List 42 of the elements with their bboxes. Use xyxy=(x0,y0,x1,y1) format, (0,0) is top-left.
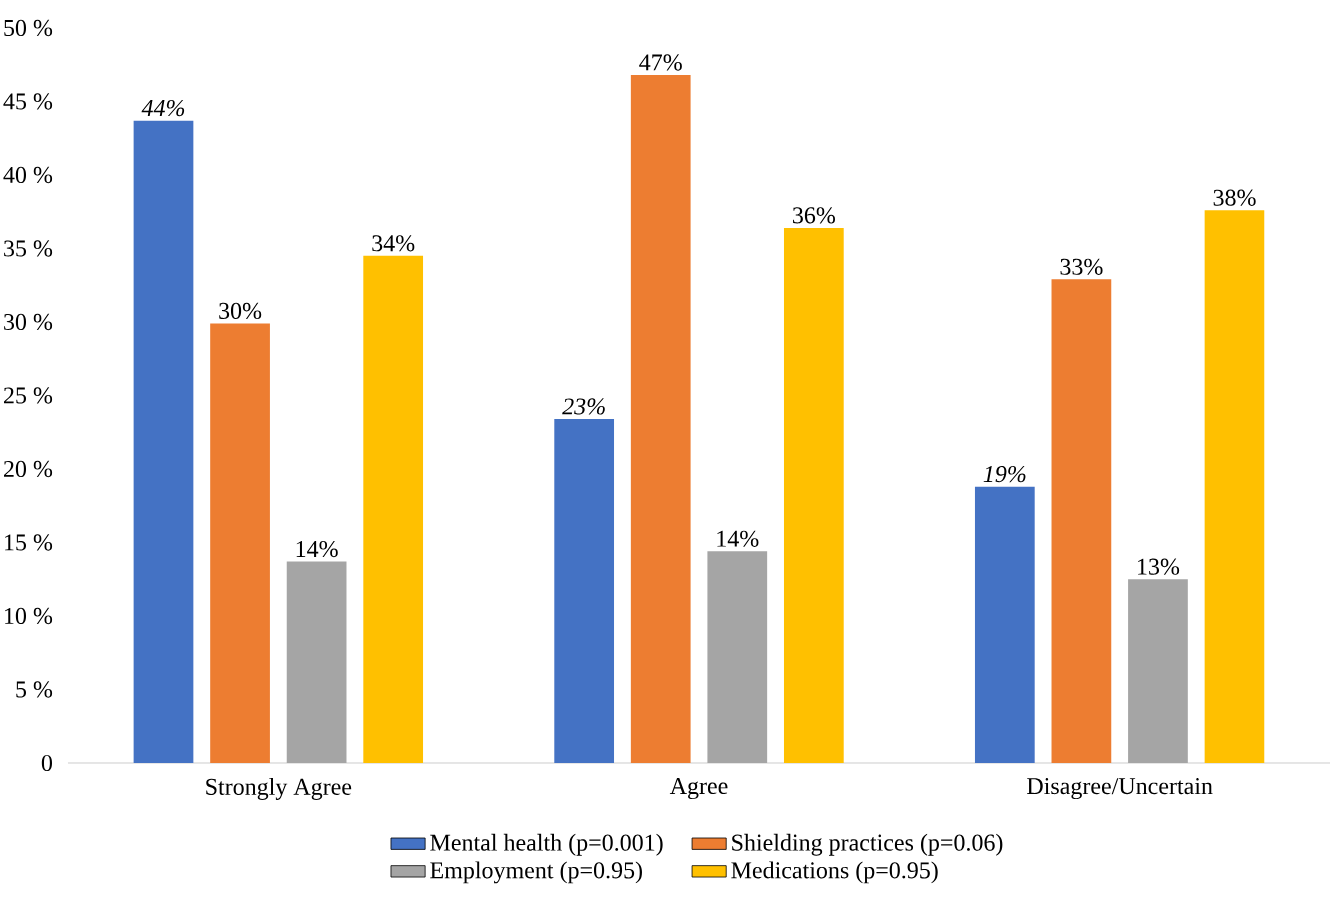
bar xyxy=(210,323,270,763)
data-label: 23% xyxy=(562,398,605,415)
y-tick-label: 30 % xyxy=(4,313,53,331)
legend-label: Mental health (p=0.001) xyxy=(430,833,663,856)
y-tick-label: 40 % xyxy=(3,166,53,184)
bar xyxy=(554,419,615,763)
y-tick-label: 35 % xyxy=(4,240,53,257)
data-label: 36% xyxy=(793,207,836,224)
bar xyxy=(1128,579,1188,763)
data-label: 13% xyxy=(1138,558,1180,575)
data-label: 44% xyxy=(141,99,185,117)
data-label: 33% xyxy=(1060,258,1103,275)
data-label: 19% xyxy=(983,465,1026,483)
y-tick-label: 45 % xyxy=(3,93,53,110)
legend-label: Employment (p=0.95) xyxy=(430,861,642,884)
x-tick-label: Disagree/Uncertain xyxy=(1027,778,1213,800)
y-tick-label: 15 % xyxy=(5,534,53,551)
legend-label: Shielding practices (p=0.06) xyxy=(732,833,1003,856)
data-label: 30% xyxy=(219,302,262,320)
bar xyxy=(286,561,347,763)
bar xyxy=(133,120,194,763)
y-tick-label: 5 % xyxy=(16,681,53,698)
bar xyxy=(1204,210,1265,763)
data-label: 14% xyxy=(296,540,338,558)
data-label: 38% xyxy=(1213,189,1256,206)
bar xyxy=(363,255,424,763)
data-label: 14% xyxy=(717,530,759,547)
y-tick-label: 10 % xyxy=(5,607,53,625)
bar xyxy=(1051,279,1112,763)
y-tick-label: 25 % xyxy=(4,387,53,404)
data-label: 34% xyxy=(372,235,415,252)
y-tick-label: 0 xyxy=(41,754,53,772)
y-tick-label: 50 % xyxy=(4,19,53,37)
y-tick-label: 20 % xyxy=(4,460,53,478)
bar xyxy=(783,227,844,763)
legend-label: Medications (p=0.95) xyxy=(731,861,938,884)
data-label: 47% xyxy=(639,54,682,71)
x-tick-label: Strongly Agree xyxy=(206,778,352,800)
x-tick-label: Agree xyxy=(669,778,728,800)
bar xyxy=(630,75,691,763)
bar xyxy=(974,486,1035,763)
bar xyxy=(707,551,768,763)
